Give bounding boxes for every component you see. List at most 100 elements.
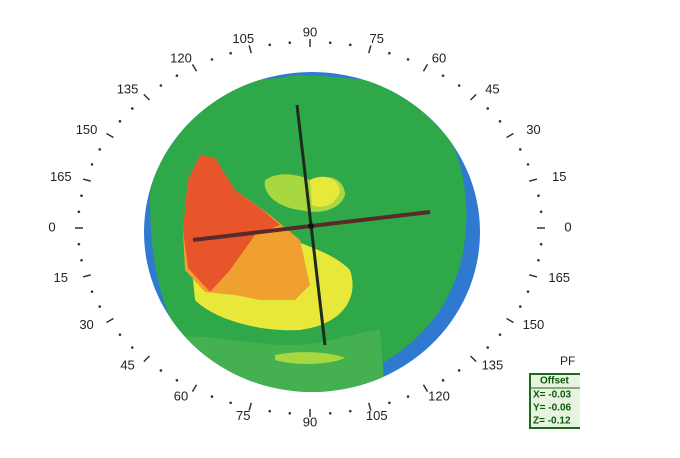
scale-label: 90: [303, 414, 317, 429]
inset-box: PF Offset X= -0.03 Y= -0.06 Z= -0.12: [529, 354, 580, 429]
scale-dot: [539, 210, 543, 214]
scale-tick: [82, 274, 91, 278]
scale-dot: [328, 41, 332, 45]
scale-dot: [210, 58, 214, 61]
scale-label: 150: [523, 317, 545, 332]
scale-dot: [118, 120, 122, 123]
scale-label: 60: [432, 51, 446, 66]
scale-dot: [441, 74, 445, 77]
scale-dot: [486, 107, 490, 110]
scale-label: 165: [548, 270, 570, 285]
scale-label: 120: [170, 51, 192, 66]
scale-dot: [328, 411, 332, 415]
scale-dot: [498, 120, 502, 123]
scale-tick: [506, 132, 514, 139]
scale-tick: [191, 384, 198, 393]
scale-label: 45: [120, 357, 134, 372]
scale-dot: [288, 411, 292, 415]
scale-dot: [229, 401, 232, 405]
scale-dot: [498, 333, 502, 336]
scale-tick: [143, 355, 151, 363]
scale-dot: [457, 369, 461, 372]
scale-label: 0: [564, 219, 571, 234]
scale-tick: [82, 178, 91, 182]
scale-dot: [486, 346, 490, 349]
scale-label: 105: [366, 408, 388, 423]
scale-dot: [348, 43, 352, 47]
scale-ring: 0 15 30 45 60 75 90 105 120 135 150 165 0 15 30 45 60 75 9…: [48, 24, 571, 429]
scale-dot: [388, 51, 391, 55]
scale-dot: [210, 395, 214, 398]
scale-label: 150: [76, 122, 98, 137]
scale-label: 0: [48, 219, 55, 234]
scale-dot: [268, 43, 272, 47]
scale-dot: [406, 58, 410, 61]
scale-tick: [422, 384, 429, 393]
scale-label: 120: [428, 388, 450, 403]
color-map: [144, 72, 480, 392]
scale-dot: [77, 242, 81, 246]
scale-dot: [175, 74, 179, 77]
scale-label: 60: [174, 388, 188, 403]
scale-label: 45: [485, 82, 499, 97]
scale-tick: [529, 274, 538, 278]
scale-dot: [98, 305, 102, 308]
inset-header: Offset: [540, 376, 570, 387]
scale-dot: [175, 379, 179, 382]
scale-dot: [159, 84, 163, 87]
scale-label: 75: [370, 31, 384, 46]
scale-dot: [268, 409, 272, 413]
scale-tick: [469, 355, 477, 363]
scale-dot: [229, 51, 232, 55]
scale-label: 30: [526, 122, 540, 137]
scale-dot: [441, 379, 445, 382]
scale-dot: [388, 401, 391, 405]
scale-dot: [159, 369, 163, 372]
scale-dot: [288, 41, 292, 45]
scale-dot: [537, 258, 540, 262]
scale-dot: [80, 258, 83, 262]
scale-dot: [90, 163, 94, 166]
inset-row: Y= -0.06: [533, 403, 572, 414]
scale-dot: [537, 194, 540, 198]
inset-title: PF: [560, 354, 575, 368]
scale-dot: [526, 290, 530, 293]
scale-dot: [130, 107, 134, 110]
scale-tick: [106, 132, 114, 139]
scale-dot: [80, 194, 83, 198]
scale-tick: [368, 45, 372, 54]
scale-dot: [77, 210, 81, 214]
scale-tick: [106, 317, 114, 324]
scale-dot: [98, 148, 102, 151]
scale-label: 15: [552, 169, 566, 184]
scale-tick: [529, 178, 538, 182]
scale-dot: [90, 290, 94, 293]
scale-dot: [457, 84, 461, 87]
scale-label: 90: [303, 24, 317, 39]
scale-dot: [526, 163, 530, 166]
scale-label: 75: [236, 408, 250, 423]
scale-label: 135: [117, 82, 139, 97]
inset-row: X= -0.03: [533, 390, 572, 401]
scale-dot: [518, 305, 522, 308]
inset-row: Z= -0.12: [533, 416, 571, 427]
scale-tick: [248, 45, 252, 54]
scale-tick: [191, 63, 198, 72]
scale-tick: [143, 93, 151, 101]
scale-tick: [368, 402, 372, 411]
scale-tick: [422, 63, 429, 72]
scale-dot: [118, 333, 122, 336]
scale-dot: [348, 409, 352, 413]
scale-label: 135: [482, 357, 504, 372]
scale-label: 105: [232, 31, 254, 46]
scale-tick: [469, 93, 477, 101]
scale-dot: [130, 346, 134, 349]
center-point: [308, 223, 314, 229]
scale-dot: [518, 148, 522, 151]
scale-dot: [406, 395, 410, 398]
scale-tick: [248, 402, 252, 411]
scale-label: 15: [54, 270, 68, 285]
scale-label: 30: [79, 317, 93, 332]
scale-label: 165: [50, 169, 72, 184]
